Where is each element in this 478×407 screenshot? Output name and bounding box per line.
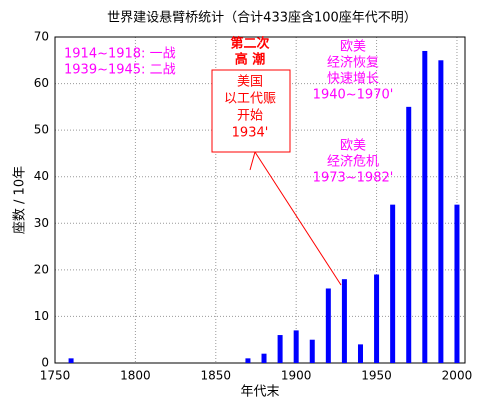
annotation: 经济危机	[327, 155, 379, 170]
bar	[438, 60, 444, 364]
bar	[341, 279, 347, 363]
annotation-box	[211, 69, 291, 153]
bar	[357, 344, 363, 363]
bar	[406, 106, 412, 363]
bar	[422, 50, 428, 363]
annotation: 欧美	[340, 40, 366, 55]
y-tick-label: 60	[34, 76, 49, 90]
bar	[309, 339, 315, 363]
plot-frame	[54, 36, 466, 364]
x-tick-label: 1950	[361, 369, 392, 383]
bar	[277, 335, 283, 363]
bar	[245, 358, 251, 363]
annotation-arrow	[254, 151, 342, 286]
bar	[454, 204, 460, 363]
chart-title: 世界建设悬臂桥统计（合计433座含100座年代不明）	[107, 10, 417, 26]
annotation-arrow	[249, 151, 256, 171]
y-tick-label: 0	[41, 356, 49, 370]
y-tick-label: 30	[34, 216, 49, 230]
annotation: 欧美	[340, 139, 366, 154]
annotation: 1940~1970'	[313, 88, 394, 103]
x-tick-label: 2000	[442, 369, 473, 383]
bar	[68, 358, 74, 363]
x-axis-label: 年代末	[240, 385, 279, 400]
annotation: 1973~1982'	[313, 171, 394, 186]
annotation: 美国	[237, 75, 263, 90]
annotation: 高 潮	[235, 52, 266, 68]
annotation: 开始	[237, 109, 263, 124]
bar	[390, 204, 396, 363]
y-tick-label: 20	[34, 262, 49, 276]
annotation: 1914~1918: 一战	[64, 47, 176, 62]
bar	[293, 330, 299, 363]
y-tick-label: 70	[34, 30, 49, 44]
x-tick-label: 1750	[40, 369, 71, 383]
y-tick-label: 40	[34, 169, 49, 183]
x-tick-label: 1850	[201, 369, 232, 383]
annotation: 经济恢复	[327, 56, 379, 71]
bar	[374, 274, 380, 363]
x-tick-label: 1800	[120, 369, 151, 383]
annotation: 第二次	[230, 36, 269, 52]
annotation: 以工代赈	[224, 92, 276, 107]
x-tick-label: 1900	[281, 369, 312, 383]
y-axis-label: 座数 / 10年	[13, 166, 28, 234]
annotation: 快速增长	[327, 72, 379, 87]
bar	[325, 288, 331, 363]
annotation: 1934'	[232, 126, 269, 141]
bar	[261, 353, 267, 363]
y-tick-label: 10	[34, 309, 49, 323]
annotation: 1939~1945: 二战	[64, 63, 176, 78]
y-tick-label: 50	[34, 123, 49, 137]
